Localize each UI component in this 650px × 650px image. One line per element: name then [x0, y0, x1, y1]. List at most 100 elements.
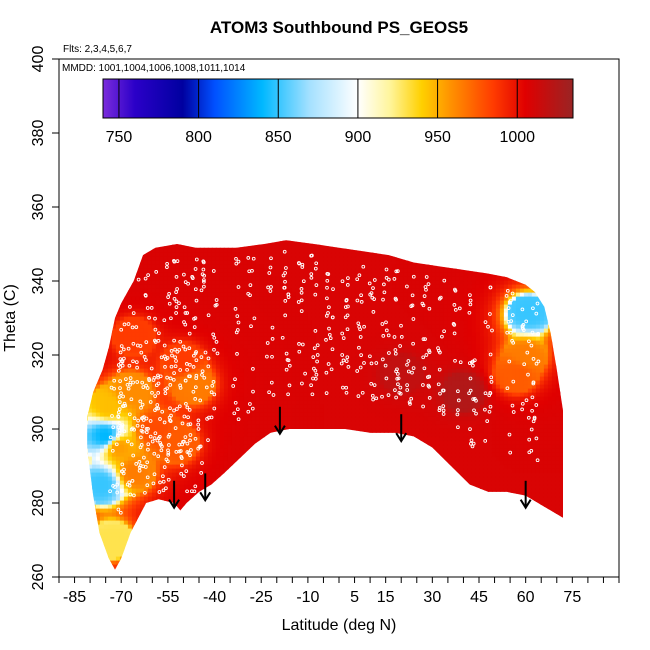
field-cell: [223, 240, 229, 246]
field-cell: [207, 516, 213, 522]
field-cell: [111, 280, 117, 286]
field-cell: [131, 336, 137, 342]
field-cell: [163, 408, 169, 414]
field-cell: [147, 556, 153, 562]
field-cell: [179, 384, 185, 390]
field-cell: [291, 300, 297, 306]
field-cell: [147, 456, 153, 462]
field-cell: [115, 372, 121, 378]
field-cell: [143, 396, 149, 402]
field-cell: [147, 288, 153, 294]
field-cell: [207, 316, 213, 322]
field-cell: [131, 480, 137, 486]
field-cell: [155, 560, 161, 566]
field-cell: [263, 432, 269, 438]
field-cell: [115, 520, 121, 526]
field-cell: [283, 516, 289, 522]
field-cell: [143, 488, 149, 494]
field-cell: [87, 332, 89, 338]
field-cell: [119, 504, 125, 510]
field-cell: [263, 532, 269, 538]
field-cell: [95, 496, 101, 502]
field-cell: [131, 300, 137, 306]
field-cell: [111, 352, 117, 358]
field-cell: [183, 484, 189, 490]
field-cell: [115, 360, 121, 366]
field-cell: [255, 504, 261, 510]
field-cell: [115, 272, 121, 278]
field-cell: [303, 456, 309, 462]
field-cell: [247, 360, 253, 366]
field-cell: [239, 384, 245, 390]
field-cell: [239, 376, 245, 382]
field-cell: [223, 376, 229, 382]
field-cell: [207, 508, 213, 514]
field-cell: [183, 416, 189, 422]
field-cell: [295, 540, 301, 546]
field-cell: [123, 252, 129, 258]
field-cell: [207, 352, 213, 358]
field-cell: [251, 468, 257, 474]
field-cell: [187, 296, 193, 302]
field-cell: [255, 268, 261, 274]
field-cell: [159, 560, 165, 566]
field-cell: [111, 292, 117, 298]
field-cell: [267, 328, 273, 334]
field-cell: [111, 488, 117, 494]
field-cell: [215, 488, 221, 494]
field-cell: [87, 512, 93, 518]
field-cell: [183, 344, 189, 350]
field-cell: [159, 240, 165, 242]
field-cell: [279, 340, 285, 346]
field-cell: [159, 388, 165, 394]
field-cell: [291, 332, 297, 338]
field-cell: [183, 544, 189, 550]
field-cell: [183, 280, 189, 286]
field-cell: [199, 468, 205, 474]
field-cell: [119, 456, 125, 462]
field-cell: [215, 292, 221, 298]
field-cell: [227, 384, 233, 390]
field-cell: [139, 284, 145, 290]
field-cell: [191, 464, 197, 470]
field-cell: [259, 416, 265, 422]
field-cell: [99, 448, 105, 454]
field-cell: [203, 352, 209, 358]
field-cell: [235, 504, 241, 510]
field-cell: [235, 320, 241, 326]
field-cell: [207, 548, 213, 554]
field-cell: [107, 456, 113, 462]
field-cell: [195, 452, 201, 458]
field-cell: [187, 512, 193, 518]
field-cell: [95, 372, 101, 378]
field-cell: [195, 308, 201, 314]
field-cell: [139, 324, 145, 330]
field-cell: [235, 436, 241, 442]
field-cell: [207, 280, 213, 286]
field-cell: [223, 420, 229, 426]
field-cell: [299, 540, 305, 546]
field-cell: [143, 328, 149, 334]
field-cell: [267, 336, 273, 342]
field-cell: [119, 564, 125, 570]
field-cell: [139, 248, 145, 254]
field-cell: [291, 452, 297, 458]
field-cell: [167, 556, 173, 562]
field-cell: [135, 432, 141, 438]
field-cell: [99, 528, 105, 534]
field-cell: [287, 408, 293, 414]
field-cell: [283, 300, 289, 306]
field-cell: [307, 536, 313, 542]
field-cell: [95, 516, 101, 522]
field-cell: [303, 404, 309, 410]
field-cell: [227, 320, 233, 326]
field-cell: [235, 500, 241, 506]
field-cell: [283, 308, 289, 314]
field-cell: [215, 552, 221, 558]
field-cell: [87, 380, 93, 386]
field-cell: [259, 352, 265, 358]
field-cell: [139, 556, 145, 562]
field-cell: [215, 412, 221, 418]
field-cell: [199, 292, 205, 298]
field-cell: [291, 244, 297, 250]
